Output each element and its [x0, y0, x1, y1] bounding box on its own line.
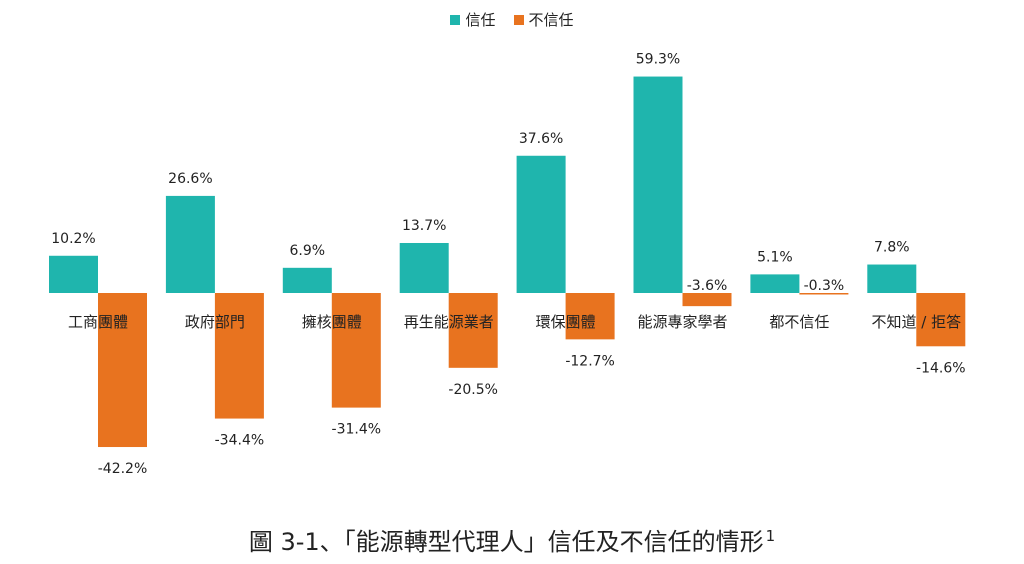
- category-label-7: 不知道 / 拒答: [872, 313, 962, 331]
- legend-swatch-trust: [450, 14, 461, 25]
- data-label-trust-1: 26.6%: [168, 171, 212, 187]
- category-label-2: 擁核團體: [302, 313, 362, 331]
- bar-distrust-4: [565, 293, 615, 340]
- bar-distrust-7: [916, 293, 966, 347]
- bar-trust-6: [750, 274, 800, 293]
- category-label-1: 政府部門: [185, 313, 245, 331]
- bar-trust-5: [633, 76, 683, 294]
- bar-distrust-2: [331, 293, 381, 408]
- legend-item-distrust: 不信任: [513, 9, 574, 30]
- data-label-distrust-1: -34.4%: [215, 433, 265, 449]
- data-label-trust-3: 13.7%: [402, 218, 446, 234]
- legend-label-trust: 信任: [465, 11, 496, 29]
- bar-trust-4: [516, 155, 566, 293]
- bar-trust-7: [867, 264, 917, 293]
- data-label-distrust-4: -12.7%: [565, 353, 615, 369]
- data-label-distrust-2: -31.4%: [332, 422, 382, 438]
- data-label-distrust-0: -42.2%: [98, 461, 148, 477]
- bar-distrust-5: [682, 293, 732, 307]
- figure-caption: 圖 3-1、「能源轉型代理人」信任及不信任的情形 1: [0, 522, 1024, 557]
- bar-trust-2: [282, 267, 332, 293]
- category-label-0: 工商團體: [68, 313, 128, 331]
- bar-distrust-0: [98, 293, 147, 448]
- category-label-5: 能源專家學者: [637, 313, 727, 331]
- data-label-distrust-3: -20.5%: [448, 382, 498, 398]
- data-label-trust-6: 5.1%: [757, 249, 793, 265]
- category-label-6: 都不信任: [769, 313, 829, 331]
- data-label-trust-5: 59.3%: [636, 52, 680, 68]
- data-label-trust-0: 10.2%: [51, 231, 95, 247]
- data-label-trust-2: 6.9%: [290, 243, 326, 259]
- chart-legend: 信任 不信任: [0, 9, 1024, 30]
- caption-footnote: 1: [765, 527, 776, 545]
- bar-trust-1: [165, 195, 215, 293]
- data-label-trust-7: 7.8%: [874, 240, 910, 256]
- legend-label-distrust: 不信任: [528, 11, 574, 29]
- data-label-distrust-7: -14.6%: [916, 360, 966, 376]
- legend-item-trust: 信任: [450, 9, 496, 30]
- data-label-distrust-5: -3.6%: [687, 278, 728, 294]
- bar-distrust-1: [214, 293, 264, 419]
- bar-distrust-6: [799, 293, 849, 295]
- caption-text: 圖 3-1、「能源轉型代理人」信任及不信任的情形: [248, 528, 764, 556]
- bar-trust-3: [399, 242, 449, 293]
- category-label-3: 再生能源業者: [404, 313, 494, 331]
- bar-trust-0: [49, 255, 98, 293]
- data-label-trust-4: 37.6%: [519, 131, 563, 147]
- bar-distrust-3: [448, 293, 498, 368]
- bar-chart: 10.2% -42.2% 工商團體 26.6% -34.4% 政府部門 6.9% -31.4%…: [49, 52, 966, 477]
- legend-swatch-distrust: [513, 14, 524, 25]
- category-label-4: 環保團體: [536, 313, 596, 331]
- data-label-distrust-6: -0.3%: [804, 278, 845, 294]
